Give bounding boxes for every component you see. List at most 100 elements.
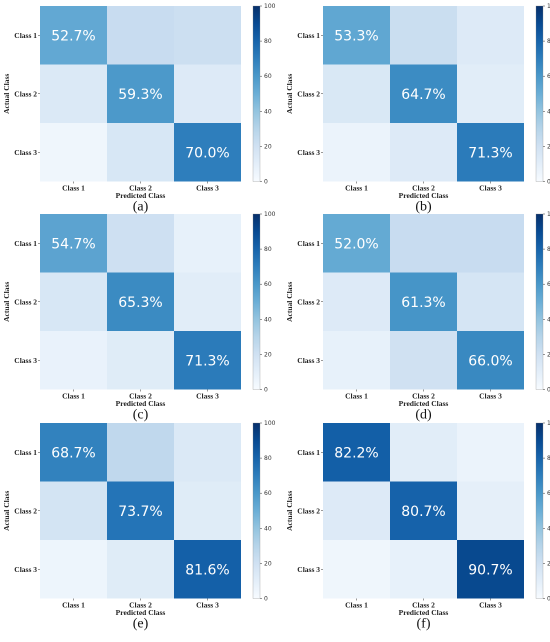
panel-d-colorbar-tick-label: 0 <box>547 387 550 394</box>
panel-c-cell-label-r1-c1: 54.7% <box>51 236 95 252</box>
panel-d-cell-label-r3-c3: 66.0% <box>468 353 512 369</box>
panel-f-colorbar-tick-label: 100 <box>547 420 550 427</box>
panel-a-cell-r2-c3 <box>174 64 241 123</box>
panel-b-ytick-label: Class 2 <box>297 89 320 98</box>
panel-b-colorbar <box>535 5 544 182</box>
panel-f-cell-r3-c1 <box>323 540 390 599</box>
panel-e: 68.7% 73.7% 81.6% Class 1 Class 2 Class 3 Pred… <box>2 420 276 632</box>
panel-f-cell-r1-c1 <box>323 423 390 482</box>
panel-d-xtick-label: Class 1 <box>345 392 368 401</box>
panel-d-xlabel: Predicted Class <box>399 399 449 408</box>
panel-a-xtick-label: Class 3 <box>196 184 219 193</box>
panel-f-cell-r3-c2 <box>390 540 457 599</box>
panel-b-colorbar-tick-label: 100 <box>547 3 550 10</box>
panel-f-cell-r1-c3 <box>457 423 524 482</box>
panel-d-colorbar-tick-label: 20 <box>547 351 550 358</box>
panel-b-ylabel: Actual Class <box>285 74 294 114</box>
panel-b-cell-r2-c1 <box>323 64 390 123</box>
panel-d-colorbar-tick-label: 60 <box>547 281 550 288</box>
panel-f-xtick-label: Class 1 <box>345 601 368 610</box>
panel-b-cell-r1-c1 <box>323 6 390 65</box>
panel-d-colorbar-tick-label: 40 <box>547 316 550 323</box>
panel-d-cell-r1-c1 <box>323 214 390 273</box>
panel-f: 82.2% 80.7% 90.7% Class 1 Class 2 Class 3 Pred… <box>285 420 550 632</box>
panel-a-cell-r2-c2 <box>107 64 174 123</box>
panel-b-cell-r2-c2 <box>390 64 457 123</box>
panel-b-cell-r2-c3 <box>457 64 524 123</box>
panel-e-colorbar <box>252 422 261 599</box>
panel-d-cell-r2-c3 <box>457 272 524 331</box>
panel-c-colorbar-tick-label: 100 <box>264 211 276 218</box>
panel-b-cell-r3-c1 <box>323 123 390 182</box>
panel-a-cell-label-r3-c3: 70.0% <box>185 145 229 161</box>
panel-f-colorbar <box>535 422 544 599</box>
panel-b-label: (b) <box>415 200 432 215</box>
panel-b-cell-label-r2-c2: 64.7% <box>401 87 445 103</box>
panel-c-xtick-label: Class 2 <box>129 392 152 401</box>
panel-d-xtick-label: Class 3 <box>479 392 502 401</box>
panel-e-cell-r3-c1 <box>40 540 107 599</box>
panel-e-cell-r1-c2 <box>107 423 174 482</box>
panel-e-label: (e) <box>133 617 149 632</box>
panel-e-ytick-label: Class 2 <box>14 506 37 515</box>
panel-a-xtick-label: Class 1 <box>62 184 85 193</box>
panel-d-cell-r2-c1 <box>323 272 390 331</box>
panel-b-cell-r3-c2 <box>390 123 457 182</box>
panel-d-cell-r2-c2 <box>390 272 457 331</box>
panel-c-xtick-label: Class 3 <box>196 392 219 401</box>
panel-e-cell-r1-c3 <box>174 423 241 482</box>
panel-d: 52.0% 61.3% 66.0% Class 1 Class 2 Class 3 Pred… <box>285 211 550 423</box>
panel-d-cell-r3-c2 <box>390 331 457 390</box>
panel-d-ytick-label: Class 2 <box>297 297 320 306</box>
panel-f-cell-label-r2-c2: 80.7% <box>401 504 445 520</box>
panel-d-cell-label-r1-c1: 52.0% <box>334 236 378 252</box>
panel-c-cell-r1-c2 <box>107 214 174 273</box>
panel-c: 54.7% 65.3% 71.3% Class 1 Class 2 Class 3 Pred… <box>2 211 276 423</box>
panel-a-colorbar-tick-label: 60 <box>264 73 272 80</box>
panel-d-label: (d) <box>415 408 432 423</box>
panel-f-xlabel: Predicted Class <box>399 608 449 617</box>
panel-e-cell-r3-c3 <box>174 540 241 599</box>
panel-c-colorbar-tick-label: 60 <box>264 281 272 288</box>
panel-a-cell-r1-c1 <box>40 6 107 65</box>
panel-a-ytick-label: Class 3 <box>14 148 37 157</box>
panel-f-cell-label-r3-c3: 90.7% <box>468 562 512 578</box>
panel-b-cell-r1-c3 <box>457 6 524 65</box>
panel-f-xtick-label: Class 2 <box>412 601 435 610</box>
panel-c-cell-label-r2-c2: 65.3% <box>118 295 162 311</box>
panel-d-ytick-label: Class 1 <box>297 239 320 248</box>
panel-e-cell-label-r3-c3: 81.6% <box>185 562 229 578</box>
panel-a-colorbar-tick-label: 100 <box>264 3 276 10</box>
panel-c-cell-r2-c2 <box>107 272 174 331</box>
panel-c-cell-r2-c3 <box>174 272 241 331</box>
panel-f-xtick-label: Class 3 <box>479 601 502 610</box>
panel-c-xlabel: Predicted Class <box>116 399 166 408</box>
panel-e-xtick-label: Class 3 <box>196 601 219 610</box>
panel-f-cell-r2-c1 <box>323 481 390 540</box>
panel-c-colorbar-tick-label: 40 <box>264 316 272 323</box>
panel-b: 53.3% 64.7% 71.3% Class 1 Class 2 Class 3 Pred… <box>285 3 550 215</box>
panel-a-cell-r3-c1 <box>40 123 107 182</box>
panel-e-ytick-label: Class 1 <box>14 448 37 457</box>
panel-d-cell-r3-c3 <box>457 331 524 390</box>
panel-e-xtick-label: Class 2 <box>129 601 152 610</box>
panel-b-colorbar-tick-label: 20 <box>547 143 550 150</box>
panel-d-cell-r1-c3 <box>457 214 524 273</box>
panel-c-ytick-label: Class 1 <box>14 239 37 248</box>
panel-f-cell-r2-c3 <box>457 481 524 540</box>
panel-f-ytick-label: Class 3 <box>297 565 320 574</box>
panel-b-xtick-label: Class 2 <box>412 184 435 193</box>
panel-b-xtick-label: Class 1 <box>345 184 368 193</box>
panel-e-colorbar-tick-label: 40 <box>264 525 272 532</box>
panel-d-colorbar-tick-label: 80 <box>547 246 550 253</box>
panel-f-cell-r2-c2 <box>390 481 457 540</box>
panel-d-ylabel: Actual Class <box>285 282 294 322</box>
panel-e-cell-r3-c2 <box>107 540 174 599</box>
panel-d-xtick-label: Class 2 <box>412 392 435 401</box>
panel-c-colorbar-tick-label: 0 <box>264 387 268 394</box>
panel-c-label: (c) <box>133 408 149 423</box>
panel-e-colorbar-tick-label: 100 <box>264 420 276 427</box>
panel-c-ylabel: Actual Class <box>2 282 11 322</box>
panel-c-cell-r3-c1 <box>40 331 107 390</box>
panel-f-cell-r1-c2 <box>390 423 457 482</box>
